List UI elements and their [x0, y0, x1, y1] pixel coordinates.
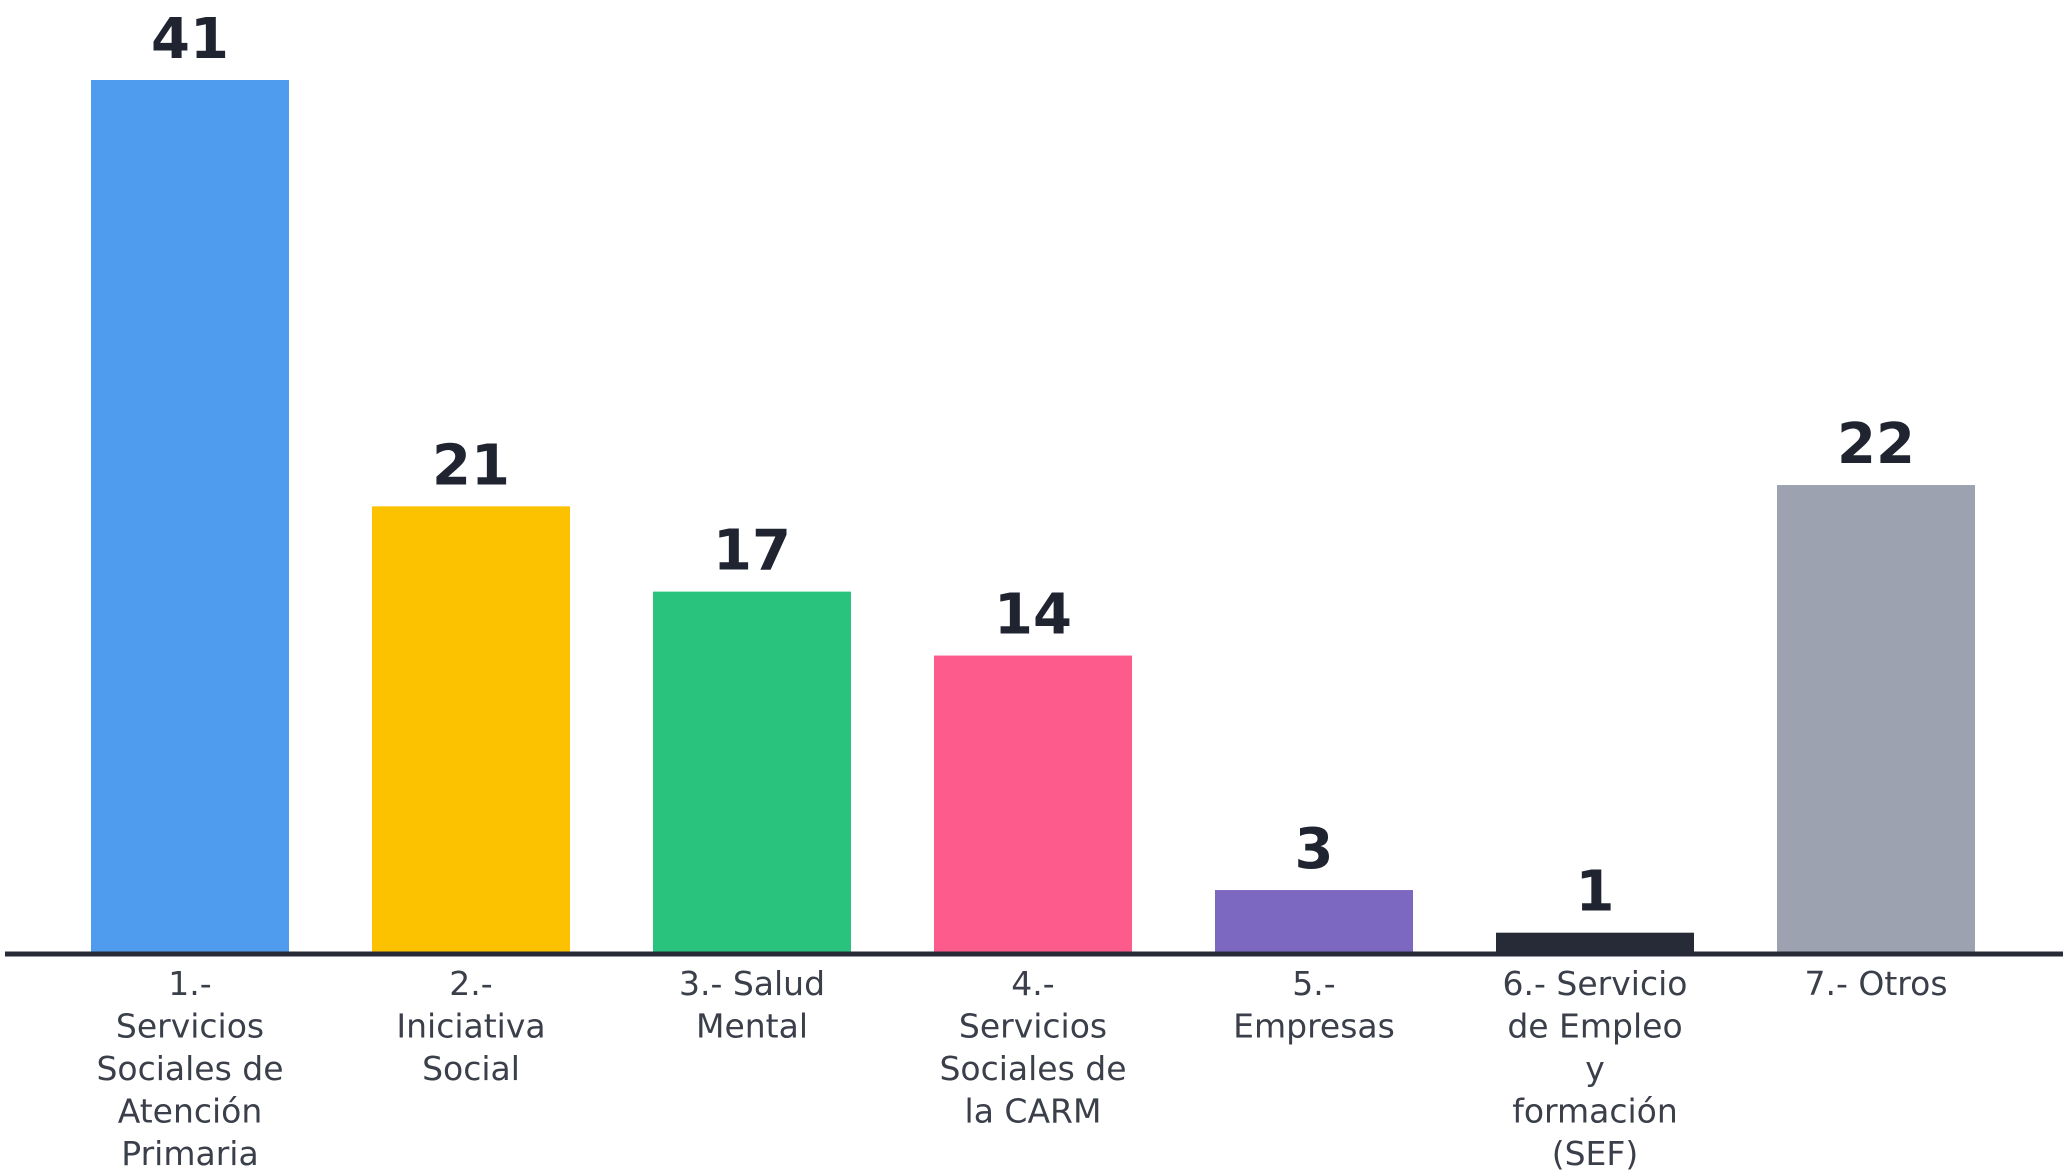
value-labels-group: 41 21 17 14 3 1 22 — [151, 7, 1915, 925]
category-label-4-line-2: Servicios — [959, 1007, 1107, 1046]
value-label-7: 22 — [1837, 412, 1915, 477]
value-label-4: 14 — [994, 583, 1072, 648]
category-label-2-line-2: Iniciativa — [396, 1007, 545, 1046]
category-label-1-line-4: Atención — [118, 1092, 263, 1131]
bar-7 — [1777, 485, 1975, 954]
value-label-5: 3 — [1295, 817, 1334, 882]
category-label-6-line-4: formación — [1512, 1092, 1678, 1131]
category-label-6-line-2: de Empleo — [1507, 1007, 1682, 1046]
value-label-2: 21 — [432, 433, 510, 498]
category-label-3: 3.- Salud Mental — [679, 964, 825, 1046]
category-label-1-line-5: Primaria — [121, 1134, 258, 1172]
category-label-5-line-1: 5.- — [1292, 964, 1335, 1003]
value-label-1: 41 — [151, 7, 229, 72]
category-label-4-line-1: 4.- — [1011, 964, 1054, 1003]
category-label-7-line-1: 7.- Otros — [1804, 964, 1947, 1003]
category-label-5-line-2: Empresas — [1233, 1007, 1395, 1046]
category-label-6: 6.- Servicio de Empleo y formación (SEF) — [1503, 964, 1688, 1172]
category-label-2-line-1: 2.- — [449, 964, 492, 1003]
category-labels-group: 1.-Servicios Sociales de Atención Primaria2… — [96, 964, 1947, 1172]
category-label-6-line-1: 6.- Servicio — [1503, 964, 1688, 1003]
value-label-6: 1 — [1576, 860, 1615, 925]
category-label-4-line-4: la CARM — [965, 1092, 1102, 1131]
category-label-1-line-1: 1.- — [168, 964, 211, 1003]
category-label-1: 1.- Servicios Sociales de Atención Primaria — [96, 964, 283, 1172]
category-label-3-line-2: Mental — [696, 1007, 808, 1046]
category-label-3-line-1: 3.- Salud — [679, 964, 825, 1003]
category-label-6-line-3: y — [1585, 1049, 1605, 1088]
category-label-2: 2.- Iniciativa Social — [396, 964, 545, 1088]
category-label-7: 7.- Otros — [1804, 964, 1947, 1003]
category-label-5: 5.- Empresas — [1233, 964, 1395, 1046]
category-label-4-line-3: Sociales de — [939, 1049, 1126, 1088]
bar-2 — [372, 506, 570, 954]
bar-4 — [934, 655, 1132, 954]
bar-1 — [91, 80, 289, 954]
bar-5 — [1215, 890, 1413, 954]
bars-group — [91, 80, 1975, 954]
category-label-2-line-3: Social — [422, 1049, 520, 1088]
category-label-4: 4.- Servicios Sociales de la CARM — [939, 964, 1126, 1131]
category-label-6-line-5: (SEF) — [1552, 1134, 1639, 1172]
value-label-3: 17 — [713, 519, 791, 584]
bar-6 — [1496, 932, 1694, 954]
category-label-1-line-2: Servicios — [116, 1007, 264, 1046]
bar-3 — [653, 591, 851, 954]
category-label-1-line-3: Sociales de — [96, 1049, 283, 1088]
